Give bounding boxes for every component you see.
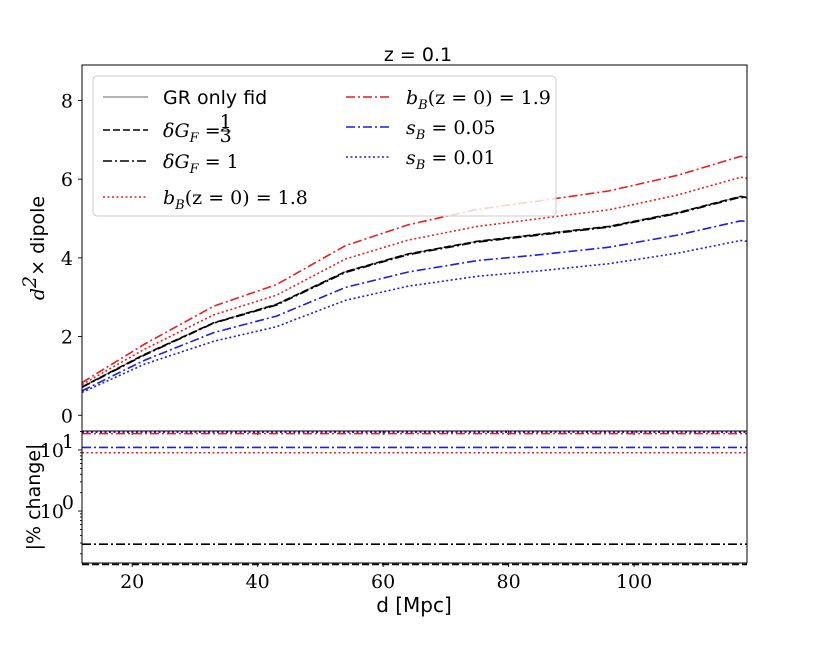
legend-label-5: sB = 0.05: [406, 117, 496, 143]
top-series-line-1: [81, 195, 748, 388]
x-axis-label: d [Mpc]: [376, 593, 452, 617]
legend-label-2: δGF = 1: [163, 151, 239, 177]
bottom-xtick-label-4: 100: [616, 571, 652, 593]
top-series-line-2: [81, 196, 748, 389]
bottom-x-ticks: 20 40 60 80 100: [120, 563, 652, 593]
bottom-xtick-label-2: 60: [371, 571, 395, 593]
legend-label-0: GR only fid: [163, 87, 267, 109]
bottom-ytick-exp-1: 1: [62, 431, 74, 453]
bottom-y-axis-label: |% change|: [23, 444, 45, 551]
ylabel-sup: 2: [19, 276, 41, 289]
top-series-line-4: [81, 155, 748, 384]
bottom-ytick-label-0: 10: [40, 501, 64, 523]
bottom-xtick-label-1: 40: [246, 571, 270, 593]
legend-frac-den: 3: [220, 125, 232, 147]
bottom-ytick-label-1: 10: [40, 440, 64, 462]
top-ytick-label-0: 0: [61, 405, 73, 427]
bottom-xtick-label-0: 20: [120, 571, 144, 593]
top-series-line-5: [81, 219, 748, 392]
legend-frac-num: 1: [220, 111, 232, 133]
ylabel-text: × dipole: [27, 196, 49, 276]
ylabel-math: d: [27, 288, 49, 300]
bottom-xtick-label-3: 80: [497, 571, 521, 593]
top-series-line-3: [81, 176, 748, 386]
top-ytick-label-3: 6: [61, 169, 73, 191]
top-ytick-label-2: 4: [61, 248, 73, 270]
bottom-ytick-exp-0: 0: [62, 492, 74, 514]
legend-label-3: bB(z = 0) = 1.8: [163, 187, 308, 213]
bottom-axes-frame: [81, 430, 748, 564]
bottom-series-group: [82, 431, 747, 566]
top-ytick-label-1: 2: [61, 327, 73, 349]
top-ytick-label-4: 8: [61, 90, 73, 112]
top-y-axis-label: d2× dipole: [19, 196, 49, 300]
top-series-line-0: [81, 195, 748, 388]
legend-label-4: bB(z = 0) = 1.9: [406, 87, 551, 113]
legend-label-1: δGF =: [163, 120, 221, 146]
top-series-group: [81, 155, 748, 394]
top-series-line-6: [81, 239, 748, 394]
chart-title: z = 0.1: [384, 44, 452, 66]
legend-box: [92, 75, 557, 217]
legend-label-6: sB = 0.01: [406, 147, 496, 173]
